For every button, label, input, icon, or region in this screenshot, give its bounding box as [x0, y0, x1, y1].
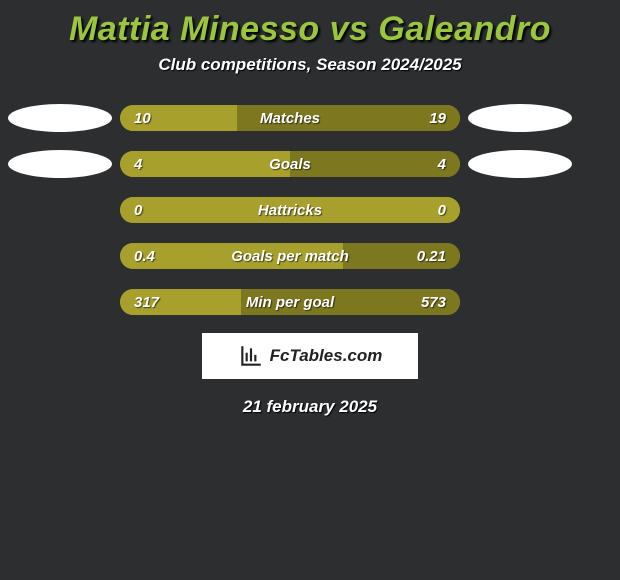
stat-row: 0.4Goals per match0.21 [0, 241, 620, 271]
stat-value-right: 19 [429, 105, 446, 131]
chart-icon [238, 343, 264, 369]
stat-value-right: 0 [438, 197, 446, 223]
stat-value-right: 573 [421, 289, 446, 315]
left-flag-slot [0, 104, 120, 132]
comparison-rows: 10Matches19 4Goals4 0Hattricks0 0.4Goals pe… [0, 103, 620, 317]
left-flag-slot [0, 150, 120, 178]
team-flag-left [8, 104, 112, 132]
page-title: Mattia Minesso vs Galeandro [0, 0, 620, 55]
stat-label: Min per goal [120, 289, 460, 315]
watermark-text: FcTables.com [270, 346, 383, 366]
subtitle: Club competitions, Season 2024/2025 [0, 55, 620, 103]
stat-row: 4Goals4 [0, 149, 620, 179]
right-flag-slot [460, 150, 580, 178]
footnote-date: 21 february 2025 [0, 397, 620, 417]
stat-bar: 4Goals4 [120, 151, 460, 177]
stat-label: Goals [120, 151, 460, 177]
stat-label: Goals per match [120, 243, 460, 269]
stat-label: Hattricks [120, 197, 460, 223]
stat-value-right: 0.21 [417, 243, 446, 269]
stat-bar: 0.4Goals per match0.21 [120, 243, 460, 269]
stat-bar: 0Hattricks0 [120, 197, 460, 223]
stat-row: 0Hattricks0 [0, 195, 620, 225]
team-flag-right [468, 150, 572, 178]
watermark: FcTables.com [202, 333, 418, 379]
stat-label: Matches [120, 105, 460, 131]
stat-value-right: 4 [438, 151, 446, 177]
stat-row: 10Matches19 [0, 103, 620, 133]
stat-bar: 317Min per goal573 [120, 289, 460, 315]
stat-bar: 10Matches19 [120, 105, 460, 131]
team-flag-left [8, 150, 112, 178]
right-flag-slot [460, 104, 580, 132]
stat-row: 317Min per goal573 [0, 287, 620, 317]
team-flag-right [468, 104, 572, 132]
